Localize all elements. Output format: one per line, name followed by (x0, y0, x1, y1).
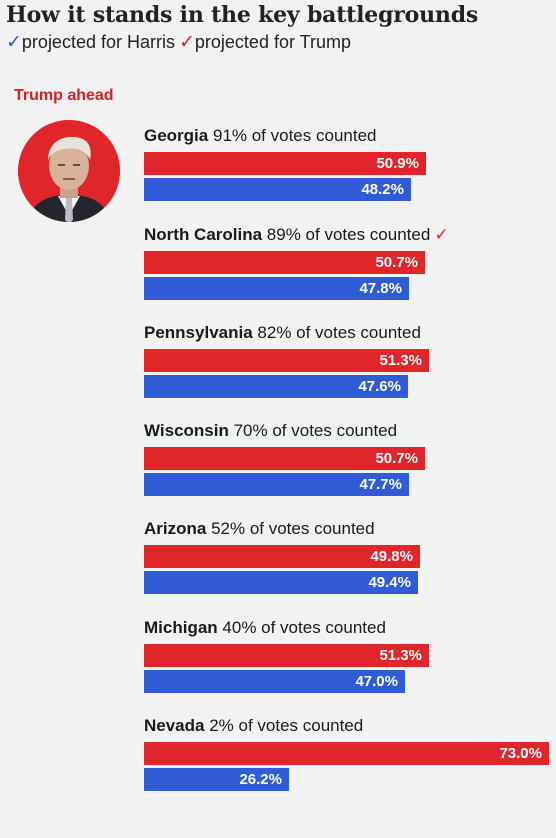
votes-counted: 40% of votes counted (222, 618, 386, 637)
state-name: Arizona (144, 519, 207, 538)
state-name: Wisconsin (144, 421, 229, 440)
state-heading: Wisconsin 70% of votes counted (144, 421, 549, 441)
trump-value-label: 51.3% (379, 352, 422, 369)
harris-bar: 47.0% (144, 670, 405, 693)
chart-title: How it stands in the key battlegrounds (6, 2, 479, 28)
votes-counted: 52% of votes counted (211, 519, 375, 538)
state-heading: North Carolina 89% of votes counted ✓ (144, 225, 549, 245)
projected-trump-check-icon: ✓ (434, 225, 449, 244)
state-heading: Georgia 91% of votes counted (144, 126, 549, 146)
trump-bar: 51.3% (144, 644, 429, 667)
trump-value-label: 49.8% (370, 548, 413, 565)
legend: ✓projected for Harris ✓projected for Trum… (6, 31, 351, 54)
trump-check-icon: ✓ (178, 32, 195, 53)
trump-value-label: 73.0% (499, 745, 542, 762)
status-label: Trump ahead (14, 87, 114, 104)
harris-value-label: 48.2% (361, 181, 404, 198)
harris-bar: 48.2% (144, 178, 411, 201)
harris-bar: 47.6% (144, 375, 408, 398)
harris-value-label: 47.0% (355, 673, 398, 690)
trump-bar: 50.7% (144, 447, 425, 470)
trump-value-label: 50.7% (375, 450, 418, 467)
state-group: Wisconsin 70% of votes counted 50.7% 47.7% (144, 421, 549, 496)
votes-counted: 91% of votes counted (212, 126, 377, 145)
state-group: Nevada 2% of votes counted 73.0% 26.2% (144, 716, 549, 791)
harris-value-label: 47.7% (359, 476, 402, 493)
state-name: North Carolina (144, 225, 263, 244)
state-name: Georgia (144, 126, 209, 145)
state-group: North Carolina 89% of votes counted ✓ 50.7… (144, 225, 549, 300)
votes-counted: 70% of votes counted (233, 421, 398, 440)
harris-bar: 47.8% (144, 277, 409, 300)
candidate-portrait-icon (18, 120, 120, 222)
state-name: Michigan (144, 618, 218, 637)
trump-value-label: 50.7% (375, 254, 418, 271)
state-group: Pennsylvania 82% of votes counted 51.3% 47… (144, 323, 549, 398)
votes-counted: 82% of votes counted (257, 323, 421, 342)
votes-counted: 2% of votes counted (209, 716, 364, 735)
state-name: Pennsylvania (144, 323, 253, 342)
harris-value-label: 49.4% (368, 574, 411, 591)
state-heading: Nevada 2% of votes counted (144, 716, 549, 736)
harris-check-icon: ✓ (6, 32, 22, 53)
harris-bar: 47.7% (144, 473, 409, 496)
trump-bar: 50.9% (144, 152, 426, 175)
state-heading: Michigan 40% of votes counted (144, 618, 549, 638)
state-heading: Arizona 52% of votes counted (144, 519, 549, 539)
state-group: Georgia 91% of votes counted 50.9% 48.2% (144, 126, 549, 201)
trump-value-label: 50.9% (376, 155, 419, 172)
legend-trump-label: projected for Trump (194, 32, 351, 52)
candidate-avatar (18, 120, 120, 222)
harris-bar: 26.2% (144, 768, 289, 791)
harris-value-label: 47.6% (358, 378, 401, 395)
votes-counted: 89% of votes counted (266, 225, 431, 244)
harris-value-label: 47.8% (359, 280, 402, 297)
trump-bar: 49.8% (144, 545, 420, 568)
state-group: Arizona 52% of votes counted 49.8% 49.4% (144, 519, 549, 594)
legend-harris-label: projected for Harris (21, 32, 175, 52)
harris-bar: 49.4% (144, 571, 418, 594)
state-group: Michigan 40% of votes counted 51.3% 47.0% (144, 618, 549, 693)
trump-bar: 73.0% (144, 742, 549, 765)
trump-value-label: 51.3% (379, 647, 422, 664)
state-heading: Pennsylvania 82% of votes counted (144, 323, 549, 343)
state-name: Nevada (144, 716, 205, 735)
trump-bar: 51.3% (144, 349, 429, 372)
harris-value-label: 26.2% (239, 771, 282, 788)
trump-bar: 50.7% (144, 251, 425, 274)
